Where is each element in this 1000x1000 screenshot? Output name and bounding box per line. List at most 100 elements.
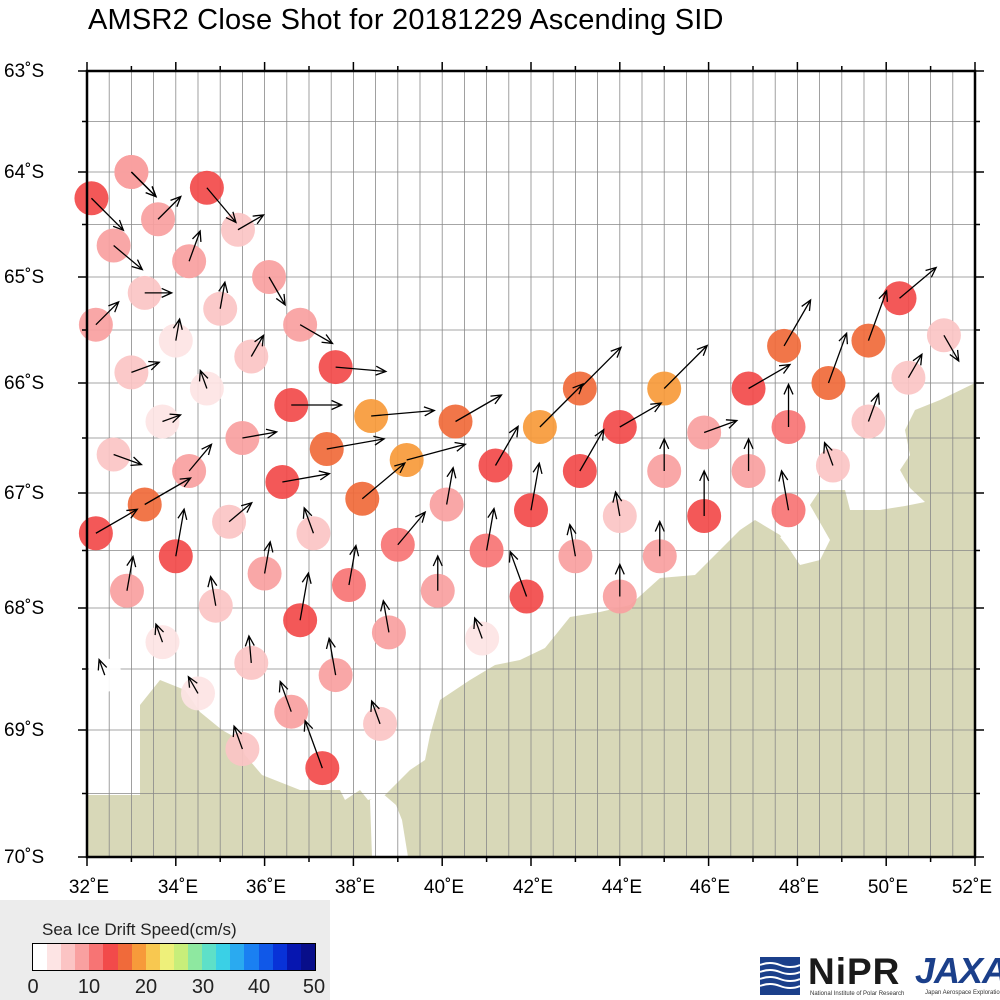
legend-tick-20: 20 [134, 976, 158, 998]
drift-vector-arrow [157, 195, 182, 220]
legend-swatch [33, 944, 48, 970]
axis-ticks [78, 62, 984, 866]
drift-vector-arrow [748, 363, 792, 390]
drift-vector-arrow [783, 382, 794, 427]
drift-vector-arrow [361, 461, 407, 500]
drift-vector-arrow [370, 699, 381, 725]
drift-vector-arrow [348, 544, 360, 586]
drift-vector-arrow [95, 508, 139, 534]
lon-label-40e: 40˚E [423, 877, 465, 898]
legend-swatch [131, 944, 146, 970]
nipr-subtitle: National Institute of Polar Research [810, 991, 905, 997]
drift-vector-arrow [654, 519, 665, 557]
drift-vector-arrow [175, 507, 188, 557]
nipr-logo: NiPR National Institute of Polar Researc… [759, 951, 905, 1000]
drift-vector-arrow [530, 461, 543, 511]
legend-swatch [272, 944, 287, 970]
drift-vector-arrow [907, 352, 923, 379]
drift-vector-arrow [250, 333, 265, 357]
drift-vector-arrow [263, 540, 274, 574]
drift-vector-arrow [144, 287, 174, 298]
drift-speed-dot [109, 573, 144, 608]
drift-vector-arrow [95, 300, 120, 326]
drift-vector-arrow [783, 298, 812, 347]
drift-vector-arrow [899, 266, 938, 299]
drift-vector-arrow [144, 477, 192, 506]
lat-label-64s: 64˚S [4, 162, 45, 183]
lat-label-66s: 66˚S [4, 373, 45, 394]
drift-vector-arrow [397, 510, 427, 546]
lat-label-68s: 68˚S [4, 598, 45, 619]
lon-label-42e: 42˚E [512, 877, 554, 898]
drift-vector-arrow [473, 616, 483, 639]
drift-vector-arrow [335, 365, 388, 376]
drift-vector-arrow [131, 360, 161, 374]
lat-label-65s: 65˚S [4, 267, 45, 288]
legend-swatch [216, 944, 231, 970]
drift-vector-arrow [827, 331, 849, 384]
legend-swatch [286, 944, 301, 970]
lon-label-44e: 44˚E [601, 877, 643, 898]
drift-vector-arrow [291, 399, 344, 411]
drift-vector-arrow [242, 428, 279, 439]
drift-vector-arrow [663, 344, 709, 389]
legend-swatch [103, 944, 118, 970]
legend-tick-40: 40 [247, 976, 271, 998]
legend-tick-30: 30 [191, 976, 215, 998]
lat-label-67s: 67˚S [4, 483, 45, 504]
lon-label-34e: 34˚E [157, 877, 199, 898]
legend-tick-50: 50 [302, 976, 326, 998]
lon-label-36e: 36˚E [245, 877, 287, 898]
drift-vector-arrow [659, 437, 670, 471]
legend-tick-10: 10 [77, 976, 101, 998]
map-plot [74, 62, 984, 866]
drift-vector-arrow [406, 441, 467, 461]
legend-title: Sea Ice Drift Speed(cm/s) [42, 920, 237, 939]
drift-vector-arrow [244, 634, 255, 663]
drift-vector-arrow [187, 675, 199, 694]
legend-swatch [188, 944, 203, 970]
drift-vector-arrow [380, 599, 391, 633]
drift-vector-arrow [614, 562, 625, 597]
legend-swatch [202, 944, 217, 970]
drift-vector-arrow [188, 443, 213, 472]
drift-vector-arrow [943, 334, 960, 363]
lon-label-46e: 46˚E [689, 877, 731, 898]
drift-vector-arrow [282, 470, 332, 483]
legend-swatch [117, 944, 132, 970]
drift-vector-arrow [207, 574, 218, 606]
drift-vector-arrow [303, 719, 323, 769]
drift-vector-arrow [508, 550, 528, 597]
jaxa-logo: JAXA Japan Aerospace Exploration Agency [915, 950, 1000, 1000]
drift-vector-arrow [867, 289, 888, 341]
drift-vector-arrow [130, 171, 158, 198]
drift-vector-arrow [90, 197, 125, 232]
drift-vector-arrow [299, 571, 312, 621]
drift-vector-arrow [198, 368, 209, 389]
drift-vector-arrow [619, 402, 663, 428]
drift-vector-arrow [172, 317, 183, 341]
drift-vector-arrow [455, 394, 503, 423]
legend-tick-0: 0 [27, 976, 39, 998]
legend-swatch [173, 944, 189, 970]
drift-vector-arrow [188, 229, 202, 262]
drift-vector-arrow [268, 276, 286, 307]
lon-label-48e: 48˚E [778, 877, 820, 898]
lon-label-32e: 32˚E [68, 877, 110, 898]
coast-inlet-2 [780, 535, 820, 562]
drift-vector-arrow [154, 622, 165, 643]
drift-vector-arrow [432, 554, 443, 591]
drift-vector-arrow [126, 554, 137, 591]
drift-vector-arrow [237, 214, 265, 231]
drift-vector-arrow [97, 658, 108, 676]
drift-vector-arrow [218, 280, 229, 309]
legend-swatch [258, 944, 273, 970]
drift-vector-arrow [371, 406, 436, 417]
legend-swatch [75, 944, 90, 970]
drift-vector-arrow [278, 679, 292, 712]
drift-vector-arrow [703, 419, 739, 434]
drift-vector-arrow [113, 245, 144, 271]
lon-label-50e: 50˚E [867, 877, 909, 898]
drift-speed-dot [478, 448, 513, 483]
drift-vector-arrow [743, 437, 754, 471]
